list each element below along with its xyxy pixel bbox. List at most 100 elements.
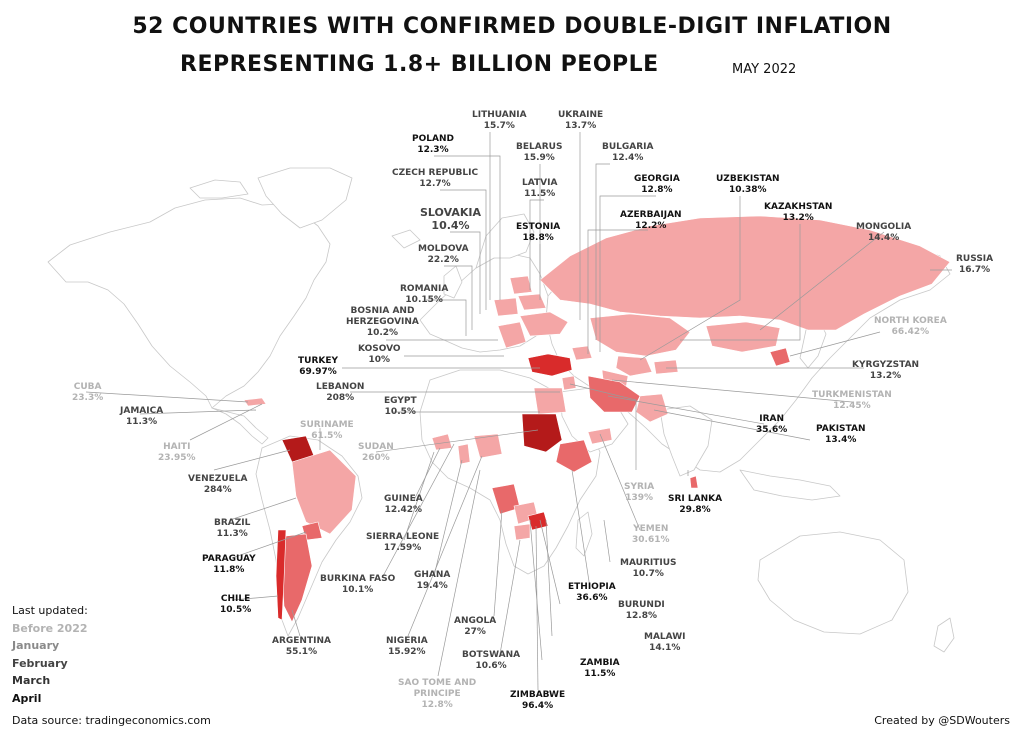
label-venezuela-name: VENEZUELA bbox=[188, 474, 248, 484]
label-russia-value: 16.7% bbox=[958, 265, 991, 275]
balkans-shape bbox=[497, 321, 527, 349]
label-lithuania: LITHUANIA 15.7% bbox=[472, 110, 527, 132]
label-zimbabwe-value: 96.4% bbox=[521, 701, 554, 711]
label-sao-tome-name-2: PRINCIPE bbox=[413, 689, 461, 699]
label-ghana: GHANA 19.4% bbox=[414, 570, 450, 592]
label-kyrgyzstan-value: 13.2% bbox=[869, 371, 902, 381]
label-brazil-name: BRAZIL bbox=[214, 518, 251, 528]
cuba-shape bbox=[243, 397, 267, 407]
leader-sierra-leone bbox=[403, 451, 435, 541]
leader-ghana bbox=[433, 459, 463, 577]
russia-shape bbox=[539, 215, 951, 331]
label-mongolia: MONGOLIA 14.4% bbox=[856, 222, 911, 244]
label-moldova-name: MOLDOVA bbox=[418, 244, 469, 254]
title-line-2: REPRESENTING 1.8+ BILLION PEOPLE bbox=[180, 52, 659, 77]
leader-chile bbox=[231, 595, 279, 601]
leader-zimbabwe bbox=[535, 525, 539, 691]
label-sao-tome: SAO TOME AND PRINCIPE 12.8% bbox=[398, 678, 476, 711]
uzbekistan-shape bbox=[615, 355, 653, 377]
label-mongolia-name: MONGOLIA bbox=[856, 222, 912, 232]
leader-botswana bbox=[499, 539, 521, 655]
label-estonia-name: ESTONIA bbox=[516, 222, 561, 232]
india bbox=[659, 405, 713, 477]
leader-sao-tome bbox=[437, 469, 481, 677]
leader-bulgaria bbox=[595, 163, 610, 340]
label-mongolia-value: 14.4% bbox=[868, 233, 900, 243]
label-lithuania-value: 15.7% bbox=[483, 121, 515, 131]
nigeria-shape bbox=[473, 433, 503, 459]
label-botswana: BOTSWANA 10.6% bbox=[462, 650, 520, 672]
label-kazakhstan-name: KAZAKHSTAN bbox=[764, 202, 833, 212]
label-iran-name: IRAN bbox=[759, 414, 784, 424]
label-sri-lanka-name: SRI LANKA bbox=[668, 494, 723, 504]
label-latvia: LATVIA 11.5% bbox=[522, 178, 557, 200]
label-jamaica: JAMAICA 11.3% bbox=[120, 406, 163, 428]
legend-item-before-2022: Before 2022 bbox=[12, 621, 88, 635]
label-romania-value: 10.15% bbox=[405, 295, 443, 305]
leader-georgia bbox=[599, 195, 656, 352]
leader-north-korea bbox=[789, 331, 881, 357]
iran-shape bbox=[587, 375, 641, 413]
leader-zambia bbox=[529, 519, 543, 661]
central-america bbox=[211, 407, 269, 445]
leader-azerbaijan bbox=[587, 229, 648, 354]
leader-slovakia bbox=[450, 231, 481, 314]
label-north-korea: NORTH KOREA 66.42% bbox=[874, 316, 947, 338]
label-bulgaria-value: 12.4% bbox=[612, 153, 644, 163]
label-burkina-faso: BURKINA FASO 10.1% bbox=[320, 574, 395, 596]
label-turkmenistan-name: TURKMENISTAN bbox=[812, 390, 892, 400]
label-uzbekistan-name: UZBEKISTAN bbox=[716, 174, 780, 184]
label-paraguay-value: 11.8% bbox=[213, 565, 245, 575]
label-azerbaijan-value: 12.2% bbox=[635, 221, 667, 231]
label-syria: SYRIA 139% bbox=[624, 482, 654, 504]
label-zambia: ZAMBIA 11.5% bbox=[580, 658, 620, 680]
legend-item-march: March bbox=[12, 674, 51, 687]
sudan-shape bbox=[521, 413, 563, 453]
label-bulgaria-name: BULGARIA bbox=[602, 142, 654, 152]
legend-item-january: January bbox=[12, 639, 60, 652]
label-estonia: ESTONIA 18.8% bbox=[516, 222, 560, 244]
label-jamaica-value: 11.3% bbox=[125, 417, 158, 427]
botswana-shape bbox=[513, 523, 531, 541]
label-kazakhstan-value: 13.2% bbox=[782, 213, 814, 223]
egypt-shape bbox=[533, 387, 567, 415]
label-burundi-name: BURUNDI bbox=[618, 600, 665, 610]
label-uzbekistan: UZBEKISTAN 10.38% bbox=[716, 174, 780, 196]
label-venezuela-value: 284% bbox=[203, 485, 232, 495]
legend: Last updated: Before 2022 January Februa… bbox=[12, 602, 88, 707]
caucasus-shape bbox=[571, 345, 593, 361]
label-azerbaijan-name: AZERBAIJAN bbox=[620, 210, 682, 220]
north-america-landmass bbox=[47, 197, 331, 409]
label-haiti-name: HAITI bbox=[163, 442, 191, 452]
pakistan-shape bbox=[635, 393, 669, 423]
leader-jamaica bbox=[139, 409, 257, 415]
label-lebanon-name: LEBANON bbox=[316, 382, 365, 392]
southeast-asia-islands bbox=[739, 469, 841, 501]
label-ethiopia: ETHIOPIA 36.6% bbox=[568, 582, 616, 604]
label-paraguay: PARAGUAY 11.8% bbox=[202, 554, 256, 576]
label-haiti: HAITI 23.95% bbox=[158, 442, 196, 464]
leader-pakistan bbox=[653, 409, 811, 441]
label-egypt: EGYPT 10.5% bbox=[384, 396, 417, 418]
label-kosovo-name: KOSOVO bbox=[358, 344, 401, 354]
label-czech: CZECH REPUBLIC 12.7% bbox=[392, 168, 478, 190]
label-sierra-leone-value: 17.59% bbox=[383, 543, 422, 553]
label-ghana-name: GHANA bbox=[414, 570, 451, 580]
label-suriname-value: 61.5% bbox=[311, 431, 343, 441]
leader-angola bbox=[493, 509, 503, 617]
label-yemen-name: YEMEN bbox=[633, 524, 669, 534]
label-brazil-value: 11.3% bbox=[216, 529, 248, 539]
label-angola-name: ANGOLA bbox=[454, 616, 497, 626]
label-pakistan-name: PAKISTAN bbox=[816, 424, 866, 434]
label-sierra-leone-name: SIERRA LEONE bbox=[366, 532, 440, 542]
label-ghana-value: 19.4% bbox=[416, 581, 448, 591]
yemen-shape bbox=[587, 427, 613, 445]
label-slovakia-name: SLOVAKIA bbox=[420, 206, 482, 219]
leader-burkina-faso bbox=[381, 443, 455, 579]
label-venezuela: VENEZUELA 284% bbox=[188, 474, 247, 496]
label-nigeria: NIGERIA 15.92% bbox=[386, 636, 428, 658]
label-argentina: ARGENTINA 55.1% bbox=[272, 636, 331, 658]
label-sao-tome-name-1: SAO TOME AND bbox=[398, 678, 477, 688]
ghana-shape bbox=[457, 443, 471, 465]
label-nigeria-value: 15.92% bbox=[388, 647, 426, 657]
